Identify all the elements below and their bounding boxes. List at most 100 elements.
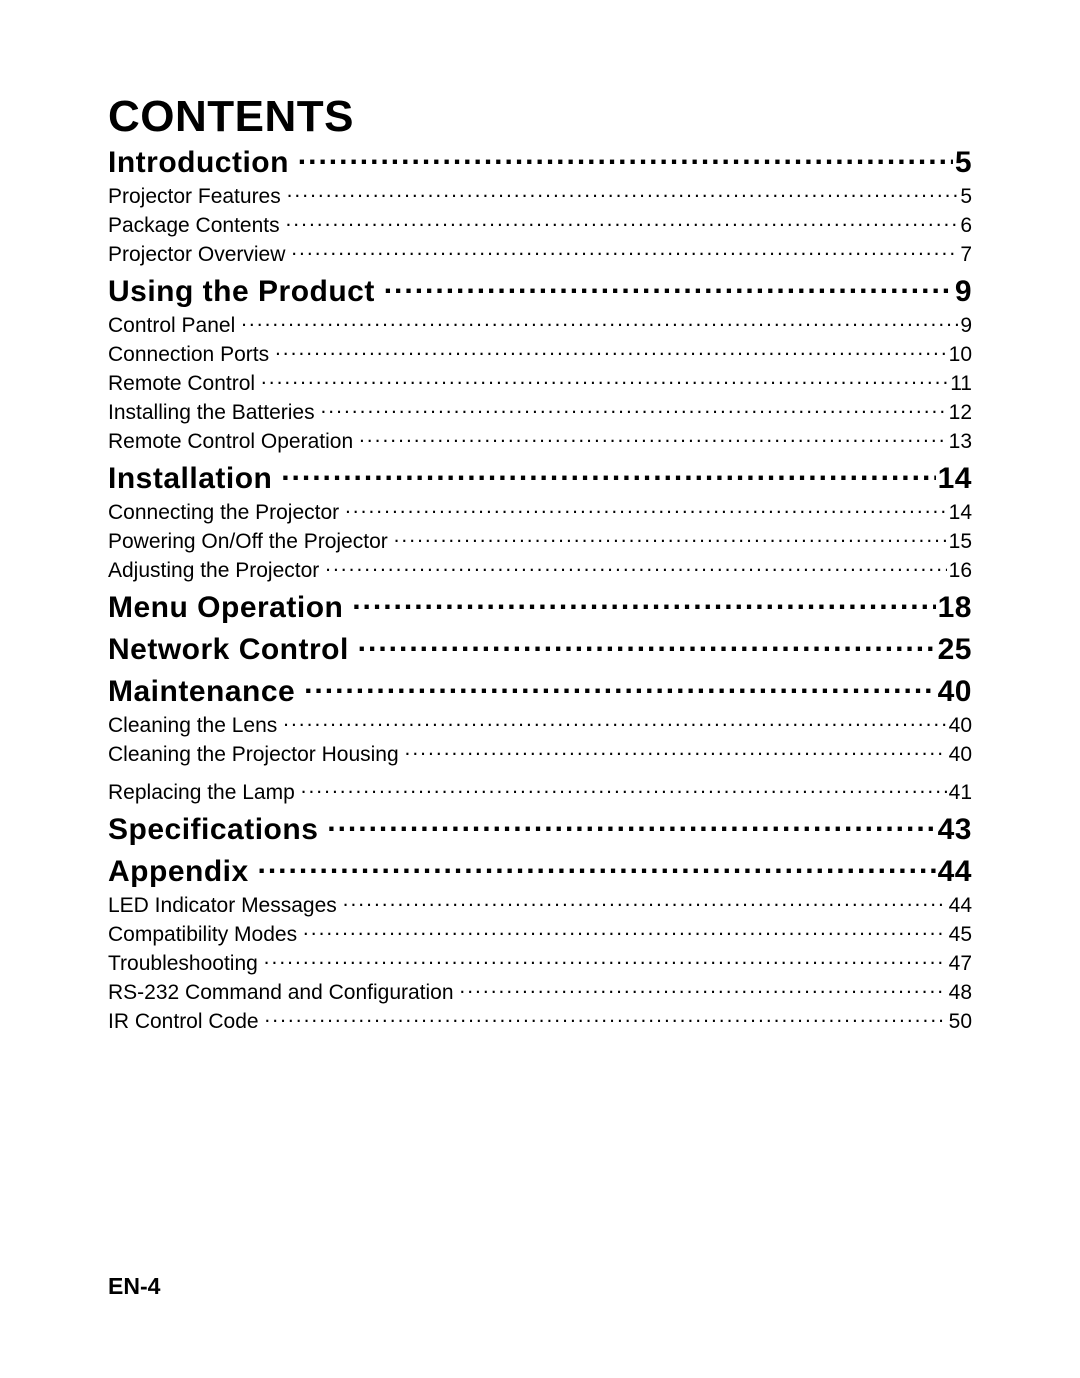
toc-page-number: 5 bbox=[958, 185, 972, 209]
toc-leader-dots bbox=[459, 983, 946, 999]
toc-leader-dots bbox=[301, 783, 947, 799]
toc-page-number: 25 bbox=[936, 633, 972, 667]
toc-page-number: 15 bbox=[947, 530, 972, 554]
toc-subitem[interactable]: Package Contents 6 bbox=[108, 214, 972, 238]
toc-label: Remote Control bbox=[108, 372, 261, 396]
toc-label: Adjusting the Projector bbox=[108, 559, 325, 583]
toc-subitem[interactable]: Replacing the Lamp 41 bbox=[108, 781, 972, 805]
toc-subitem[interactable]: RS-232 Command and Configuration 48 bbox=[108, 981, 972, 1005]
toc-subitem[interactable]: Adjusting the Projector 16 bbox=[108, 559, 972, 583]
toc-label: Using the Product bbox=[108, 275, 384, 309]
toc-label: Troubleshooting bbox=[108, 952, 264, 976]
toc-subitem[interactable]: Connecting the Projector 14 bbox=[108, 501, 972, 525]
toc-section[interactable]: Introduction 5 bbox=[108, 146, 972, 180]
toc-leader-dots bbox=[394, 532, 947, 548]
toc-leader-dots bbox=[352, 601, 935, 617]
toc-section[interactable]: Menu Operation 18 bbox=[108, 591, 972, 625]
toc-leader-dots bbox=[304, 685, 936, 701]
toc-page-number: 9 bbox=[958, 314, 972, 338]
toc-subitem[interactable]: Cleaning the Projector Housing 40 bbox=[108, 743, 972, 767]
toc-page-number: 10 bbox=[947, 343, 972, 367]
toc-leader-dots bbox=[298, 156, 953, 172]
toc-leader-dots bbox=[285, 216, 958, 232]
toc-leader-dots bbox=[343, 896, 947, 912]
toc-page-number: 48 bbox=[947, 981, 972, 1005]
toc-leader-dots bbox=[405, 745, 947, 761]
toc-label: Powering On/Off the Projector bbox=[108, 530, 394, 554]
toc-page-number: 14 bbox=[947, 501, 972, 525]
toc-page-number: 7 bbox=[958, 243, 972, 267]
toc-subitem[interactable]: Connection Ports 10 bbox=[108, 343, 972, 367]
toc-label: Connecting the Projector bbox=[108, 501, 345, 525]
toc-subitem[interactable]: Remote Control 11 bbox=[108, 372, 972, 396]
toc-label: Remote Control Operation bbox=[108, 430, 359, 454]
toc-page-number: 50 bbox=[947, 1010, 972, 1034]
toc-section[interactable]: Maintenance 40 bbox=[108, 675, 972, 709]
toc-subitem[interactable]: LED Indicator Messages 44 bbox=[108, 894, 972, 918]
toc-label: LED Indicator Messages bbox=[108, 894, 343, 918]
toc-leader-dots bbox=[261, 374, 948, 390]
toc-label: Compatibility Modes bbox=[108, 923, 303, 947]
toc-subitem[interactable]: IR Control Code 50 bbox=[108, 1010, 972, 1034]
toc-page-number: 18 bbox=[936, 591, 972, 625]
toc-section[interactable]: Network Control 25 bbox=[108, 633, 972, 667]
toc-subitem[interactable]: Projector Features 5 bbox=[108, 185, 972, 209]
toc-leader-dots bbox=[264, 954, 947, 970]
toc-subitem[interactable]: Cleaning the Lens 40 bbox=[108, 714, 972, 738]
toc-subitem[interactable]: Installing the Batteries 12 bbox=[108, 401, 972, 425]
toc-page-number: 13 bbox=[947, 430, 972, 454]
toc-leader-dots bbox=[287, 187, 959, 203]
toc-label: RS-232 Command and Configuration bbox=[108, 981, 459, 1005]
toc-subitem[interactable]: Projector Overview 7 bbox=[108, 243, 972, 267]
toc-page-number: 47 bbox=[947, 952, 972, 976]
toc-leader-dots bbox=[258, 865, 936, 881]
toc-label: Control Panel bbox=[108, 314, 241, 338]
toc-page-number: 11 bbox=[948, 372, 972, 396]
toc-subitem[interactable]: Control Panel 9 bbox=[108, 314, 972, 338]
toc-leader-dots bbox=[345, 503, 947, 519]
toc-section[interactable]: Using the Product 9 bbox=[108, 275, 972, 309]
toc-subitem[interactable]: Troubleshooting 47 bbox=[108, 952, 972, 976]
toc-section[interactable]: Appendix 44 bbox=[108, 855, 972, 889]
toc-section[interactable]: Specifications 43 bbox=[108, 813, 972, 847]
toc-page-number: 5 bbox=[953, 146, 972, 180]
toc-page-number: 9 bbox=[953, 275, 972, 309]
toc-subitem[interactable]: Powering On/Off the Projector 15 bbox=[108, 530, 972, 554]
toc-page-number: 45 bbox=[947, 923, 972, 947]
toc-page-number: 16 bbox=[947, 559, 972, 583]
table-of-contents: Introduction 5 Projector Features 5 Packag… bbox=[108, 146, 972, 1034]
toc-page-number: 44 bbox=[947, 894, 972, 918]
toc-page-number: 44 bbox=[936, 855, 972, 889]
toc-leader-dots bbox=[327, 823, 935, 839]
toc-label: Installing the Batteries bbox=[108, 401, 320, 425]
toc-subitem[interactable]: Remote Control Operation 13 bbox=[108, 430, 972, 454]
toc-label: Replacing the Lamp bbox=[108, 781, 301, 805]
toc-leader-dots bbox=[320, 403, 946, 419]
toc-label: Installation bbox=[108, 462, 281, 496]
toc-label: Appendix bbox=[108, 855, 258, 889]
toc-leader-dots bbox=[303, 925, 947, 941]
toc-label: Package Contents bbox=[108, 214, 285, 238]
page-number-footer: EN-4 bbox=[108, 1273, 160, 1300]
toc-label: Maintenance bbox=[108, 675, 304, 709]
toc-label: Cleaning the Projector Housing bbox=[108, 743, 405, 767]
toc-leader-dots bbox=[359, 432, 947, 448]
toc-page-number: 40 bbox=[947, 714, 972, 738]
toc-label: Specifications bbox=[108, 813, 327, 847]
toc-page-number: 40 bbox=[936, 675, 972, 709]
toc-leader-dots bbox=[291, 245, 958, 261]
toc-page-number: 41 bbox=[947, 781, 972, 805]
toc-leader-dots bbox=[358, 643, 936, 659]
toc-label: IR Control Code bbox=[108, 1010, 264, 1034]
toc-leader-dots bbox=[325, 561, 947, 577]
toc-page-number: 14 bbox=[936, 462, 972, 496]
toc-leader-dots bbox=[241, 316, 958, 332]
toc-subitem[interactable]: Compatibility Modes 45 bbox=[108, 923, 972, 947]
toc-leader-dots bbox=[281, 472, 935, 488]
toc-page-number: 40 bbox=[947, 743, 972, 767]
toc-page-number: 43 bbox=[936, 813, 972, 847]
toc-label: Projector Overview bbox=[108, 243, 291, 267]
toc-section[interactable]: Installation 14 bbox=[108, 462, 972, 496]
page-title: CONTENTS bbox=[108, 92, 972, 142]
toc-label: Menu Operation bbox=[108, 591, 352, 625]
